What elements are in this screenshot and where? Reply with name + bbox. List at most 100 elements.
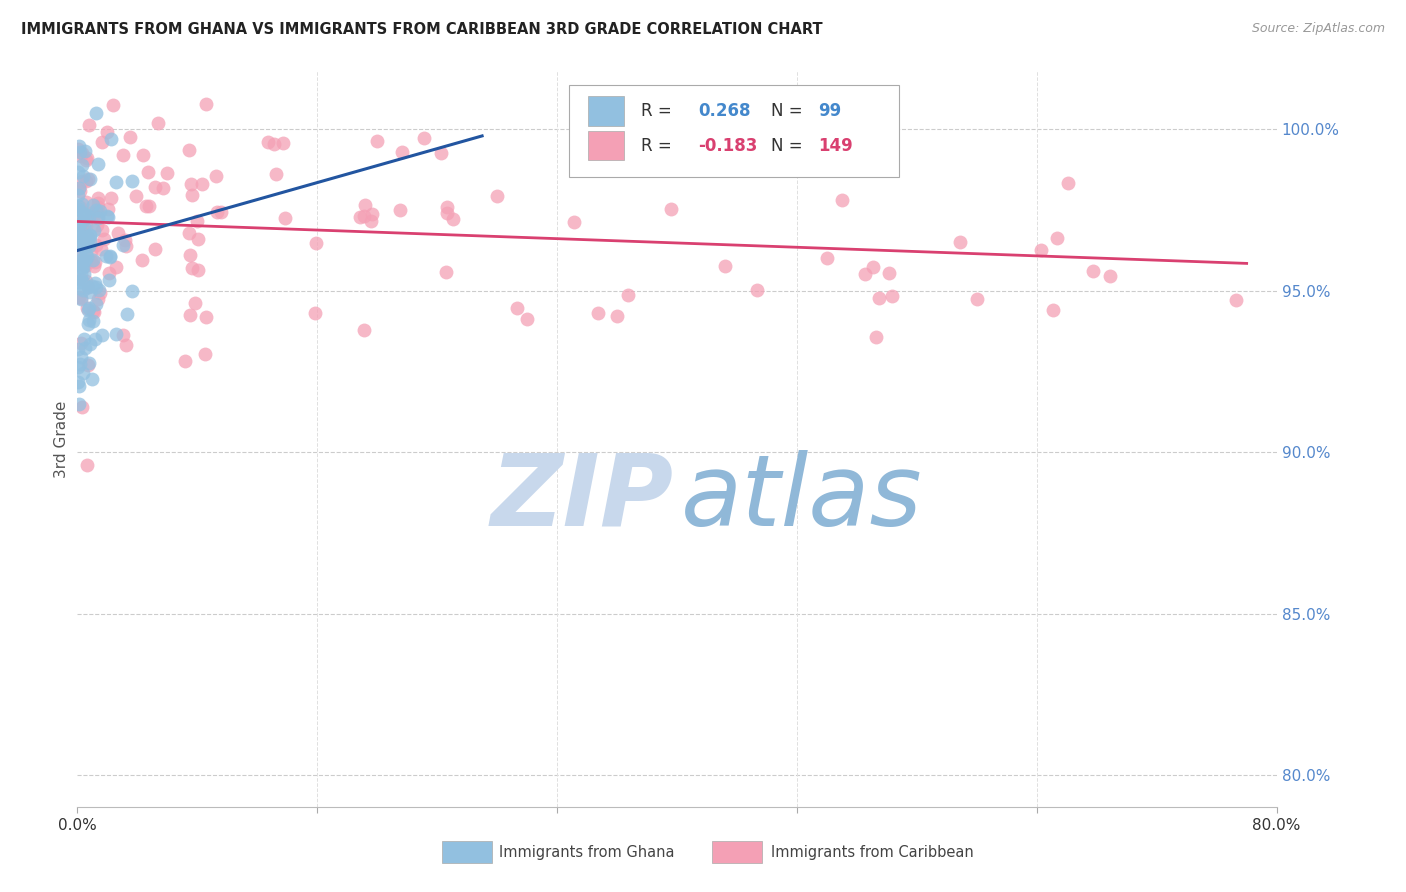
Point	[79, 228, 101, 243]
Point	[100, 132, 122, 146]
Point	[73, 332, 96, 346]
Point	[70, 292, 93, 306]
Point	[263, 137, 285, 152]
Point	[70, 229, 93, 244]
Point	[77, 230, 100, 244]
Point	[93, 232, 115, 246]
Point	[97, 211, 120, 225]
Point	[877, 266, 900, 280]
Point	[107, 226, 129, 240]
Point	[67, 143, 90, 157]
Point	[516, 312, 538, 326]
Text: 0.268: 0.268	[699, 102, 751, 120]
Point	[391, 145, 413, 159]
Point	[143, 180, 166, 194]
Point	[80, 254, 103, 268]
Point	[72, 366, 94, 380]
Point	[360, 214, 382, 228]
Point	[91, 327, 114, 342]
FancyBboxPatch shape	[588, 96, 624, 126]
Point	[152, 181, 174, 195]
Point	[96, 125, 118, 139]
Point	[84, 203, 107, 218]
Point	[191, 178, 214, 192]
Point	[69, 272, 91, 286]
Point	[70, 267, 93, 281]
Point	[194, 96, 217, 111]
Text: 99: 99	[818, 102, 842, 120]
Point	[76, 458, 98, 472]
Point	[966, 292, 988, 306]
Point	[1046, 230, 1069, 244]
Point	[89, 203, 111, 218]
Point	[66, 275, 89, 289]
Point	[100, 192, 122, 206]
Point	[104, 260, 127, 274]
Point	[77, 313, 100, 327]
Point	[83, 332, 105, 346]
Point	[745, 283, 768, 297]
Point	[366, 134, 388, 148]
Point	[66, 227, 89, 241]
Point	[67, 397, 90, 411]
Point	[69, 145, 91, 160]
Point	[98, 250, 121, 264]
Point	[486, 188, 509, 202]
Point	[87, 211, 110, 225]
Point	[72, 260, 94, 274]
Point	[76, 232, 98, 246]
Point	[117, 307, 139, 321]
Point	[79, 285, 101, 299]
Point	[714, 259, 737, 273]
Point	[90, 242, 112, 256]
Point	[853, 267, 876, 281]
Point	[83, 259, 105, 273]
Point	[1056, 176, 1078, 190]
Point	[96, 210, 118, 224]
Point	[205, 205, 228, 219]
Point	[67, 359, 90, 374]
Point	[389, 202, 412, 217]
Text: R =: R =	[641, 102, 678, 120]
Point	[349, 210, 371, 224]
Point	[179, 144, 201, 158]
Text: Immigrants from Ghana: Immigrants from Ghana	[499, 845, 675, 860]
Point	[882, 288, 904, 302]
Point	[441, 211, 464, 226]
Point	[91, 135, 114, 149]
Point	[180, 177, 202, 191]
Point	[104, 175, 127, 189]
Point	[80, 206, 103, 220]
Point	[132, 147, 155, 161]
Point	[174, 354, 197, 368]
Point	[70, 212, 93, 227]
Point	[70, 197, 93, 211]
Point	[111, 237, 134, 252]
Y-axis label: 3rd Grade: 3rd Grade	[53, 401, 69, 478]
Point	[73, 267, 96, 281]
Point	[70, 336, 93, 351]
Point	[77, 172, 100, 186]
Point	[86, 297, 108, 311]
Point	[436, 205, 458, 219]
Point	[70, 260, 93, 274]
Point	[82, 303, 104, 318]
Point	[865, 330, 887, 344]
FancyBboxPatch shape	[569, 85, 898, 177]
Point	[76, 229, 98, 244]
Point	[659, 202, 682, 216]
Point	[67, 236, 90, 251]
Point	[82, 372, 104, 386]
Point	[86, 200, 108, 214]
FancyBboxPatch shape	[588, 131, 624, 161]
Point	[86, 238, 108, 252]
Point	[73, 253, 96, 268]
Point	[136, 165, 159, 179]
Point	[66, 247, 89, 261]
Point	[101, 98, 124, 112]
Point	[114, 233, 136, 247]
Point	[79, 337, 101, 351]
Point	[69, 281, 91, 295]
Point	[949, 235, 972, 249]
Text: Immigrants from Caribbean: Immigrants from Caribbean	[770, 845, 973, 860]
